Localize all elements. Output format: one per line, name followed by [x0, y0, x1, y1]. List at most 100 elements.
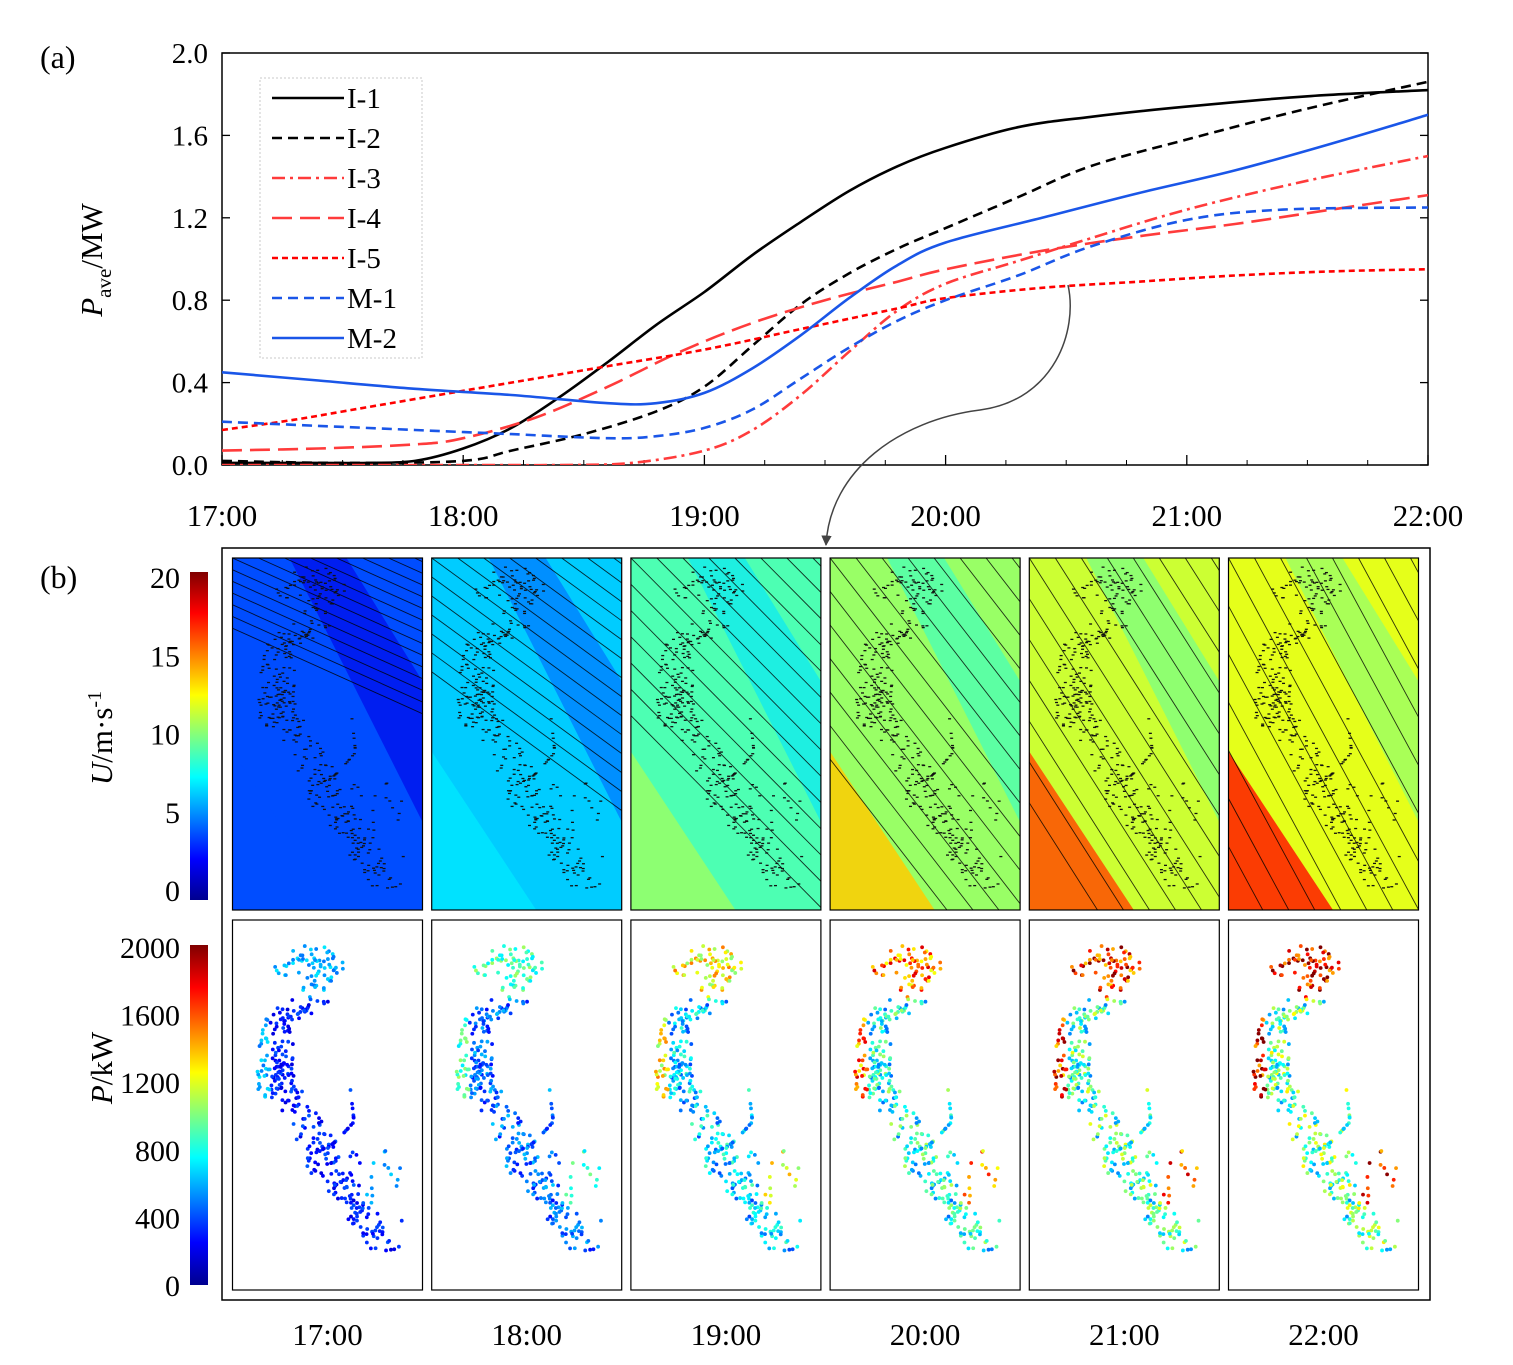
turbine-marker	[587, 800, 591, 802]
turbine-marker	[357, 837, 361, 839]
colorbar-tick-label: 2000	[120, 932, 180, 965]
turbine-power-point	[980, 1163, 985, 1167]
turbine-power-point	[470, 1012, 475, 1017]
turbine-marker	[911, 802, 915, 804]
turbine-marker	[466, 644, 470, 646]
turbine-marker	[907, 620, 911, 622]
turbine-marker	[1299, 612, 1303, 615]
turbine-marker	[685, 633, 689, 635]
turbine-power-point	[308, 997, 313, 1002]
turbine-power-point	[478, 1044, 483, 1049]
turbine-marker	[1334, 788, 1338, 791]
turbine-power-point	[267, 1067, 272, 1072]
turbine-power-point	[913, 999, 917, 1003]
turbine-marker	[483, 705, 487, 707]
turbine-marker	[885, 667, 889, 669]
turbine-power-point	[597, 1166, 602, 1171]
turbine-power-point	[725, 1189, 730, 1194]
turbine-power-point	[1087, 957, 1092, 962]
turbine-power-point	[538, 1196, 543, 1200]
turbine-marker	[474, 708, 478, 710]
turbine-marker	[1069, 658, 1073, 661]
turbine-marker	[1356, 846, 1360, 849]
turbine-marker	[1194, 812, 1198, 815]
turbine-marker	[570, 809, 574, 812]
turbine-marker	[976, 860, 980, 862]
turbine-marker	[358, 818, 362, 821]
power-panel-frame	[829, 919, 1021, 1291]
turbine-marker	[798, 800, 802, 802]
turbine-power-point	[349, 1200, 353, 1205]
turbine-marker	[749, 807, 753, 809]
turbine-marker	[1150, 746, 1154, 749]
turbine-marker	[465, 650, 469, 652]
turbine-power-point	[500, 985, 505, 990]
turbine-marker	[1157, 862, 1161, 864]
turbine-power-point	[307, 1144, 312, 1149]
turbine-marker	[697, 594, 701, 596]
turbine-marker	[351, 755, 355, 757]
turbine-marker	[1290, 741, 1294, 743]
turbine-marker	[901, 634, 905, 636]
turbine-marker	[1089, 739, 1093, 741]
turbine-power-point	[981, 1248, 986, 1253]
turbine-marker	[1082, 731, 1086, 733]
turbine-power-point	[521, 1146, 525, 1151]
turbine-power-point	[750, 1183, 755, 1187]
turbine-marker	[507, 630, 511, 632]
turbine-marker	[925, 580, 929, 582]
turbine-marker	[1278, 702, 1282, 704]
turbine-power-point	[892, 1137, 897, 1142]
turbine-marker	[302, 719, 306, 722]
turbine-marker	[366, 878, 370, 881]
turbine-marker	[869, 704, 873, 706]
turbine-marker	[1121, 786, 1125, 788]
turbine-marker	[308, 792, 312, 795]
turbine-power-point	[1053, 1082, 1058, 1086]
turbine-marker	[915, 595, 919, 597]
turbine-marker	[541, 583, 545, 586]
turbine-power-point	[343, 1196, 347, 1201]
turbine-marker	[1084, 638, 1088, 640]
turbine-power-point	[551, 1183, 555, 1187]
turbine-marker	[377, 874, 381, 876]
turbine-marker	[1108, 598, 1112, 600]
turbine-power-point	[481, 1022, 486, 1026]
turbine-marker	[502, 580, 506, 582]
turbine-marker	[860, 658, 864, 661]
turbine-power-point	[878, 1098, 882, 1103]
turbine-marker	[714, 608, 718, 610]
turbine-marker	[521, 780, 525, 783]
turbine-marker	[973, 884, 977, 887]
turbine-power-point	[1067, 1091, 1072, 1096]
turbine-marker	[734, 790, 738, 792]
turbine-power-point	[763, 1232, 767, 1237]
turbine-power-point	[870, 1066, 875, 1071]
turbine-power-point	[392, 1247, 397, 1252]
turbine-marker	[1153, 786, 1157, 788]
turbine-marker	[906, 586, 910, 588]
turbine-marker	[501, 719, 505, 722]
turbine-marker	[1282, 587, 1286, 590]
turbine-power-point	[738, 1196, 742, 1200]
turbine-marker	[674, 693, 678, 696]
turbine-power-point	[1155, 1225, 1160, 1229]
turbine-marker	[675, 631, 679, 634]
turbine-marker	[1104, 798, 1108, 800]
turbine-marker	[692, 634, 696, 637]
turbine-marker	[350, 805, 354, 807]
turbine-power-point	[949, 1115, 954, 1120]
turbine-marker	[712, 607, 716, 610]
turbine-marker	[1392, 819, 1396, 821]
turbine-marker	[950, 783, 954, 786]
turbine-marker	[933, 790, 937, 792]
turbine-marker	[663, 686, 667, 689]
turbine-power-point	[890, 1109, 895, 1114]
turbine-power-point	[724, 1146, 729, 1150]
streamline	[630, 714, 821, 909]
turbine-power-point	[1325, 1161, 1329, 1166]
turbine-marker	[273, 638, 277, 641]
turbine-power-point	[1184, 1239, 1188, 1243]
turbine-power-point	[907, 1011, 911, 1016]
turbine-marker	[495, 726, 499, 729]
